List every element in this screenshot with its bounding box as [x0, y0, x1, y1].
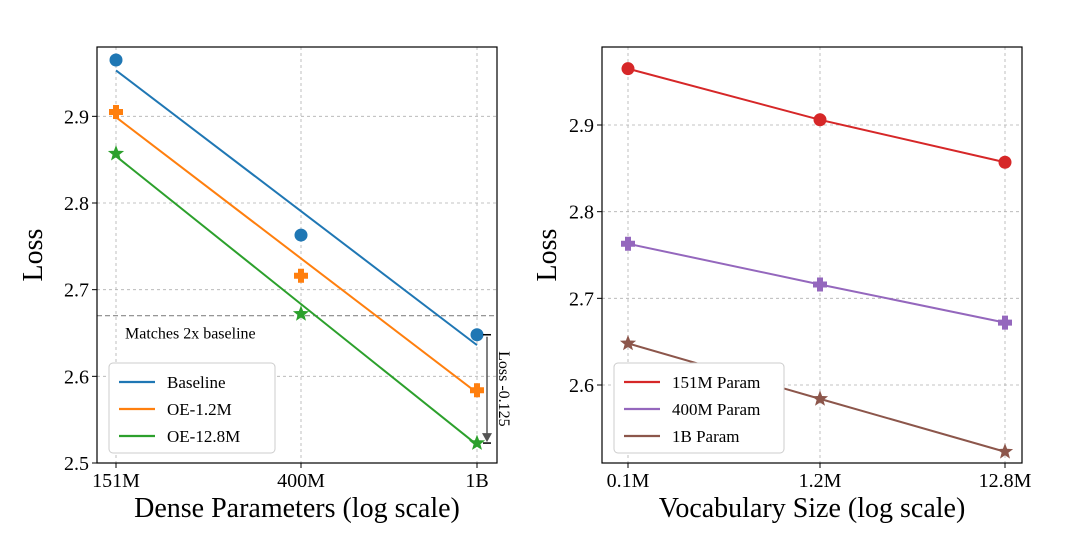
x-axis-label: Vocabulary Size (log scale)	[659, 493, 966, 524]
data-point-1b-param	[619, 334, 637, 351]
y-tick-label: 2.7	[64, 280, 89, 302]
right-chart-panel: 2.6 2.7 2.8 2.9 0.1M 1.2M 12.8M 151M Param 400M …	[532, 46, 1032, 524]
y-tick-label: 2.7	[569, 288, 594, 310]
y-tick-label: 2.5	[64, 453, 89, 475]
y-tick-label: 2.6	[64, 366, 89, 388]
fit-line-baseline	[115, 69, 478, 346]
y-tick-label: 2.9	[64, 106, 89, 128]
axes-frame	[601, 46, 1023, 464]
fit-line-oe-12-8m	[115, 155, 478, 446]
data-point-oe-1-2m	[294, 268, 308, 283]
data-point-1b-param	[996, 443, 1014, 459]
legend-box	[108, 362, 276, 454]
y-tick-label: 2.8	[569, 202, 594, 224]
data-point-oe-12-8m	[468, 434, 486, 450]
legend-label: OE-12.8M	[167, 427, 240, 446]
y-tick-label: 2.6	[569, 375, 594, 397]
data-point-151m-param	[621, 62, 635, 76]
data-point-1b-param	[811, 390, 829, 406]
data-point-baseline	[470, 328, 484, 342]
data-point-oe-1-2m	[470, 383, 484, 398]
y-tick-label: 2.9	[569, 115, 594, 137]
axes-frame	[96, 46, 498, 464]
data-point-oe-12-8m	[107, 145, 125, 161]
reference-line-label: Matches 2x baseline	[125, 326, 256, 343]
data-point-151m-param	[813, 113, 827, 127]
data-point-oe-12-8m	[292, 305, 310, 321]
legend-label: Baseline	[167, 373, 226, 392]
x-tick-label: 400M	[277, 470, 325, 492]
left-chart-panel: 2.5 2.6 2.7 2.8 2.9 151M 400M 1B Matches 2x base…	[18, 46, 512, 524]
legend-label: 151M Param	[672, 373, 760, 392]
legend-box	[613, 362, 785, 454]
x-axis-label: Dense Parameters (log scale)	[134, 493, 460, 524]
fit-line-oe-1-2m	[115, 116, 478, 394]
legend-label: 1B Param	[672, 427, 740, 446]
x-tick-label: 1.2M	[799, 470, 842, 492]
data-point-400m-param	[621, 236, 635, 251]
x-tick-label: 151M	[92, 470, 140, 492]
data-point-baseline	[294, 228, 308, 242]
data-point-400m-param	[813, 277, 827, 292]
y-axis-label: Loss	[18, 229, 49, 282]
annotation-arrow-head	[482, 433, 492, 443]
data-point-400m-param	[998, 315, 1012, 330]
data-point-oe-1-2m	[109, 105, 123, 119]
x-tick-label: 0.1M	[607, 470, 650, 492]
legend-label: 400M Param	[672, 400, 760, 419]
x-tick-label: 1B	[465, 470, 488, 492]
y-tick-label: 2.8	[64, 193, 89, 215]
data-point-baseline	[109, 53, 123, 67]
data-point-151m-param	[998, 155, 1012, 169]
y-axis-label: Loss	[532, 229, 563, 282]
annotation-label: Loss -0.125	[495, 351, 512, 427]
x-tick-label: 12.8M	[979, 470, 1032, 492]
legend-label: OE-1.2M	[167, 400, 232, 419]
